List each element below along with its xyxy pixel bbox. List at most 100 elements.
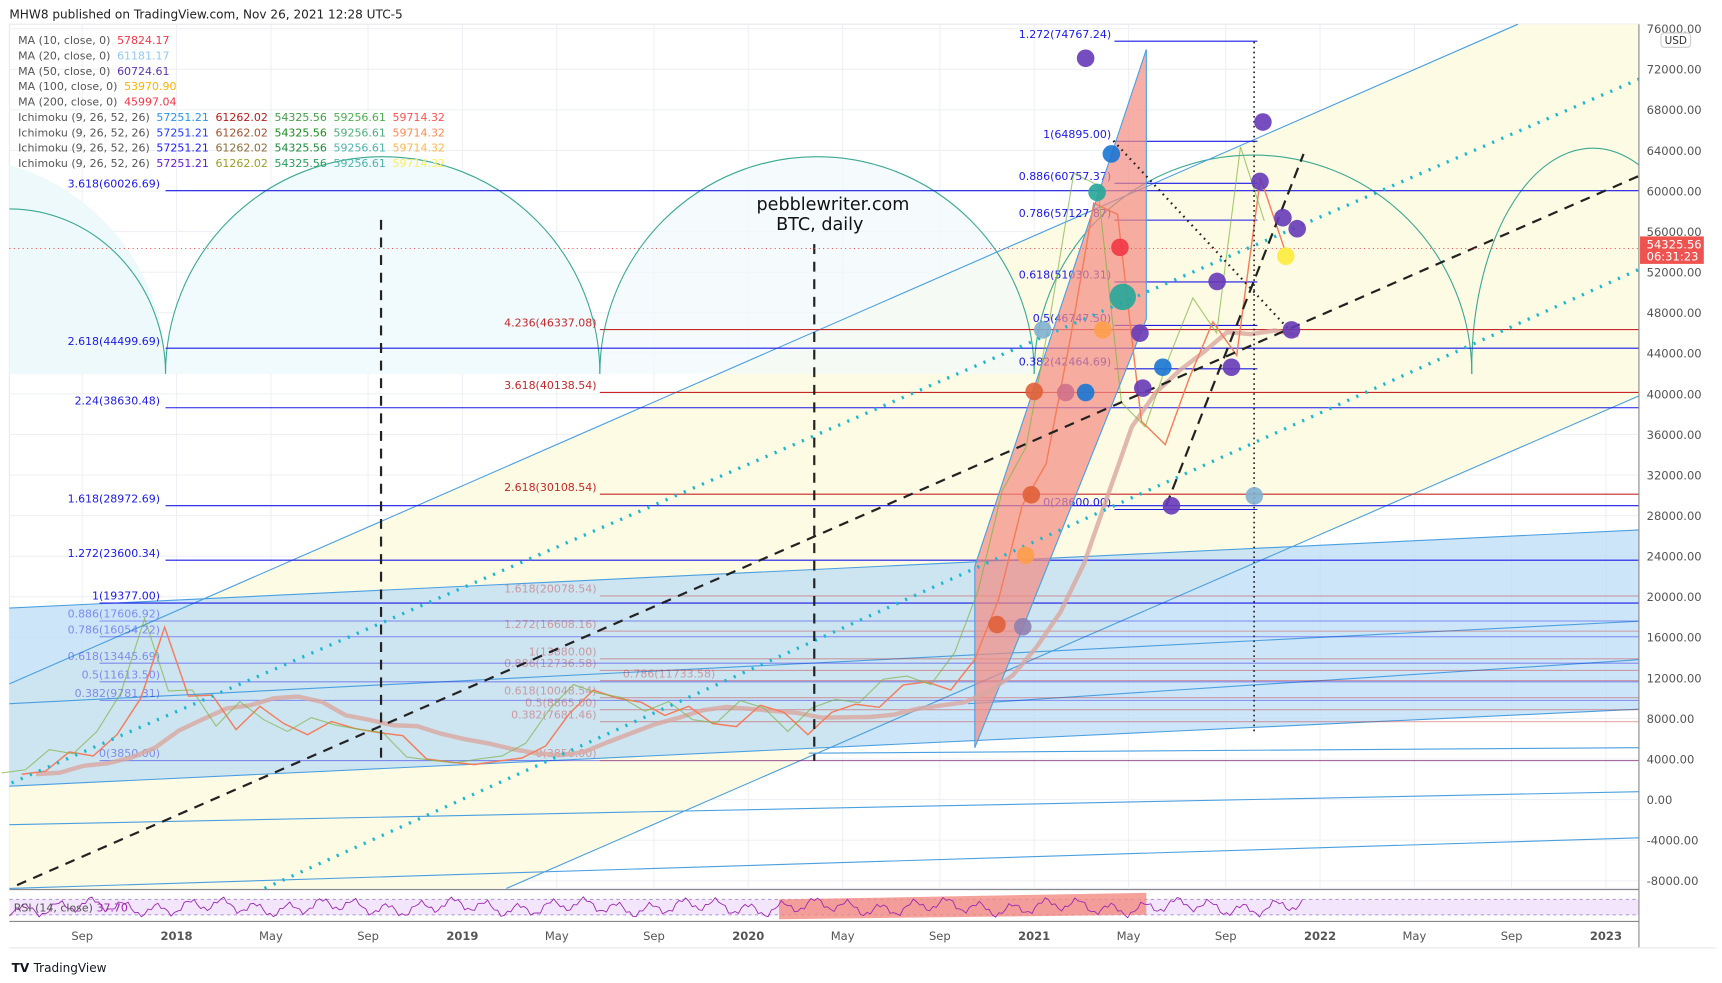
watermark: pebblewriter.com BTC, daily bbox=[756, 195, 909, 235]
legend-value: 59714.32 bbox=[393, 157, 445, 170]
price-axis[interactable]: 76000.0072000.0068000.0064000.0060000.00… bbox=[1638, 22, 1716, 948]
x-tick-label: Sep bbox=[1501, 929, 1523, 943]
tv-brand: TradingView bbox=[33, 961, 107, 975]
y-tick-label: 64000.00 bbox=[1647, 144, 1702, 158]
trend-line bbox=[9, 529, 1639, 609]
fib-level-label: 2.24(38630.48) bbox=[75, 394, 160, 407]
x-tick-label: May bbox=[545, 929, 569, 943]
fib-level-label: 0.5(8865.00) bbox=[525, 696, 596, 709]
cycle-arc bbox=[164, 156, 601, 374]
dashed-trend-line bbox=[16, 174, 1640, 887]
marker-circle bbox=[1276, 247, 1295, 265]
rsi-value: 37.70 bbox=[96, 902, 127, 915]
fib-level-label: 1.272(74767.24) bbox=[1019, 28, 1111, 41]
legend-value: 57251.21 bbox=[156, 111, 208, 124]
tradingview-logo: TV TradingView bbox=[12, 961, 107, 975]
fib-level-label: 1.618(20078.54) bbox=[504, 583, 596, 596]
currency-badge[interactable] bbox=[1660, 32, 1692, 48]
fib-level-label: 0.886(60757.37) bbox=[1019, 170, 1111, 183]
y-tick-label: 56000.00 bbox=[1647, 225, 1702, 239]
legend-row[interactable]: MA (200, close, 0) 45997.04 bbox=[18, 96, 176, 109]
legend-row[interactable]: MA (50, close, 0) 60724.61 bbox=[18, 65, 169, 78]
marker-circle bbox=[1056, 383, 1075, 402]
legend-row[interactable]: MA (10, close, 0) 57824.17 bbox=[18, 34, 169, 47]
legend-indicator-name: MA (200, close, 0) bbox=[18, 96, 117, 109]
legend-value: 59256.61 bbox=[333, 126, 385, 139]
x-tick-label: May bbox=[1117, 929, 1141, 943]
legend-row[interactable]: Ichimoku (9, 26, 52, 26) 57251.21 61262.02… bbox=[18, 142, 445, 155]
current-price-badge bbox=[1640, 236, 1704, 264]
y-tick-label: 16000.00 bbox=[1647, 631, 1702, 645]
legend-value: 59256.61 bbox=[333, 157, 385, 170]
legend-row[interactable]: Ichimoku (9, 26, 52, 26) 57251.21 61262.02… bbox=[18, 157, 445, 170]
x-tick-label: Sep bbox=[643, 929, 665, 943]
marker-circle bbox=[1076, 49, 1095, 68]
legend-row[interactable]: MA (20, close, 0) 61181.17 bbox=[18, 49, 169, 62]
bar-countdown: 06:31:23 bbox=[1647, 250, 1699, 264]
blue-wedge-fill bbox=[9, 529, 1639, 787]
currency-label: USD bbox=[1665, 35, 1687, 47]
marker-circle bbox=[1162, 496, 1181, 515]
y-tick-label: 0.00 bbox=[1647, 793, 1673, 807]
marker-circle bbox=[1154, 358, 1172, 377]
cycle-arc bbox=[1471, 147, 1640, 374]
legend-value: 61181.17 bbox=[117, 49, 169, 62]
marker-circle bbox=[1109, 283, 1136, 311]
fib-level-label: 2.618(44499.69) bbox=[68, 335, 160, 348]
fib-level-label: 0.786(57127.87) bbox=[1019, 207, 1111, 220]
y-tick-label: 68000.00 bbox=[1647, 103, 1702, 117]
legend-indicator-name: MA (20, close, 0) bbox=[18, 49, 110, 62]
legend-row[interactable]: Ichimoku (9, 26, 52, 26) 57251.21 61262.02… bbox=[18, 126, 445, 139]
trend-line bbox=[9, 620, 1639, 705]
x-tick-label: May bbox=[1402, 929, 1426, 943]
fib-level-label: 1.618(28972.69) bbox=[68, 492, 160, 505]
legend-value: 59256.61 bbox=[333, 142, 385, 155]
legend-value: 57824.17 bbox=[117, 34, 169, 47]
x-tick-label: 2020 bbox=[732, 929, 764, 943]
legend-value: 57251.21 bbox=[156, 157, 208, 170]
marker-circle bbox=[1093, 321, 1112, 339]
fib-level-label: 0.382(7681.46) bbox=[511, 708, 596, 721]
x-tick-label: 2019 bbox=[446, 929, 478, 943]
legend-value: 54325.56 bbox=[274, 111, 326, 124]
x-tick-label: 2022 bbox=[1304, 929, 1336, 943]
cycle-arcs bbox=[9, 147, 1640, 374]
x-tick-label: Sep bbox=[1215, 929, 1237, 943]
rsi-pane[interactable]: RSI (14, close) 37.70 bbox=[9, 888, 1639, 922]
y-tick-label: 48000.00 bbox=[1647, 306, 1702, 320]
dashed-trend-line bbox=[1165, 153, 1305, 507]
fib-level-label: 0.886(12736.58) bbox=[504, 657, 596, 670]
y-tick-label: 32000.00 bbox=[1647, 468, 1702, 482]
cycle-arc bbox=[1033, 154, 1473, 374]
marker-circle bbox=[1102, 145, 1121, 163]
x-tick-label: 2021 bbox=[1018, 929, 1050, 943]
fibonacci-levels[interactable]: 3.618(60026.69) 2.618(44499.69) 2.24(38630… bbox=[68, 28, 1639, 762]
marker-circle bbox=[1282, 321, 1301, 339]
x-tick-label: Sep bbox=[357, 929, 379, 943]
rsi-label: RSI (14, close) 37.70 bbox=[14, 902, 128, 915]
legend-value: 61262.02 bbox=[215, 111, 267, 124]
y-tick-label: 12000.00 bbox=[1647, 671, 1702, 685]
legend-value: 53970.90 bbox=[124, 80, 176, 93]
marker-circle bbox=[1208, 272, 1226, 291]
legend-row[interactable]: MA (100, close, 0) 53970.90 bbox=[18, 80, 176, 93]
fib-level-label: 1(19377.00) bbox=[92, 590, 160, 603]
marker-circle bbox=[1251, 172, 1269, 191]
fib-level-label: 0.618(13445.69) bbox=[68, 650, 160, 663]
legend-value: 61262.02 bbox=[215, 157, 267, 170]
indicator-legend[interactable]: MA (10, close, 0) 57824.17 MA (20, close, … bbox=[18, 34, 445, 170]
main-pane[interactable]: 3.618(60026.69) 2.618(44499.69) 2.24(38630… bbox=[1, 23, 1640, 890]
markers bbox=[988, 49, 1306, 636]
price-line bbox=[21, 177, 1286, 775]
legend-value: 54325.56 bbox=[274, 142, 326, 155]
legend-row[interactable]: Ichimoku (9, 26, 52, 26) 57251.21 61262.02… bbox=[18, 111, 445, 124]
legend-indicator-name: Ichimoku (9, 26, 52, 26) bbox=[18, 157, 150, 170]
marker-circle bbox=[1274, 208, 1292, 227]
y-tick-label: 20000.00 bbox=[1647, 590, 1702, 604]
time-axis[interactable]: Sep 2018 May Sep 2019 May Sep 2020 May Sep 2021 May… bbox=[71, 929, 1622, 943]
fib-level-label: 0.5(11613.50) bbox=[82, 668, 160, 681]
legend-indicator-name: Ichimoku (9, 26, 52, 26) bbox=[18, 126, 150, 139]
legend-value: 59714.32 bbox=[393, 126, 445, 139]
cycle-arc bbox=[599, 156, 1035, 374]
